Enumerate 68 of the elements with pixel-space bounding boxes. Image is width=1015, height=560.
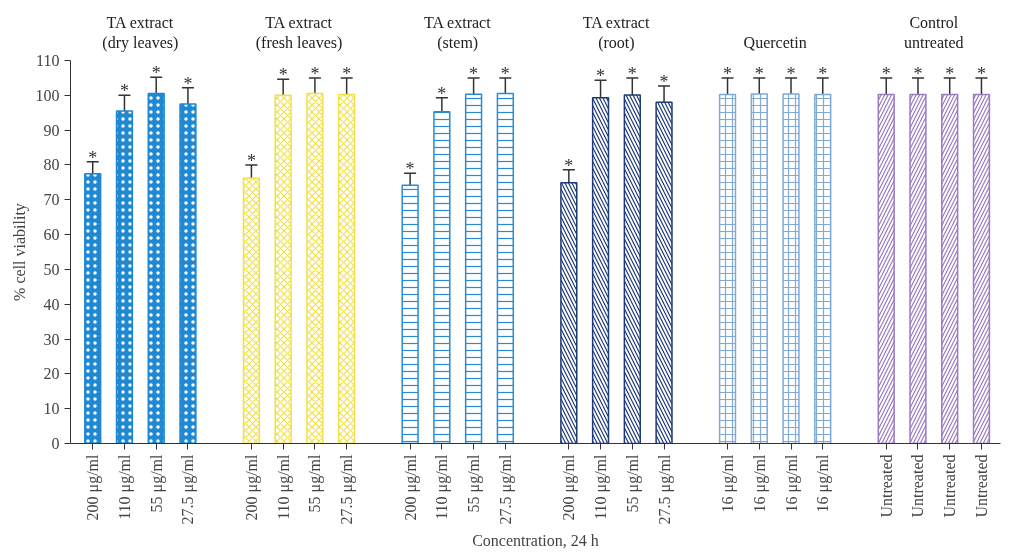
x-tick-label: 110 μg/ml (115, 453, 134, 520)
data-label: * (151, 63, 161, 84)
text: Quercetin (743, 34, 807, 52)
x-tick-label: Untreated (972, 454, 990, 518)
y-tick-label: 60 (43, 226, 60, 244)
x-tick-label: Untreated (909, 454, 927, 518)
data-label: * (88, 147, 98, 168)
x-tick-label: 200 μg/ml (560, 453, 579, 521)
data-label: * (786, 63, 796, 84)
data-label: * (754, 63, 764, 84)
text: TA extract (root) (582, 14, 650, 53)
data-label: * (405, 159, 415, 180)
y-tick-label: 90 (43, 121, 60, 139)
x-tick-label: 55 μg/ml (147, 453, 166, 513)
x-tick-label: 16 μg/ml (814, 453, 833, 513)
x-tick-label: 27.5 μg/ml (338, 453, 357, 525)
x-axis-title: Concentration, 24 h (472, 532, 599, 550)
data-label: * (659, 71, 669, 92)
x-tick-label: 16 μg/ml (719, 453, 738, 513)
data-label: * (119, 81, 129, 102)
text: TA extract (dry leaves) (102, 14, 179, 53)
x-tick-label: 16 μg/ml (782, 453, 801, 513)
y-tick-label: 80 (43, 156, 60, 174)
data-label: * (469, 63, 479, 84)
text: TA extract (stem) (423, 14, 492, 53)
x-tick-label: 55 μg/ml (465, 453, 484, 513)
x-tick-label: Untreated (877, 454, 895, 518)
data-label: * (278, 65, 288, 86)
data-label: * (945, 63, 955, 84)
data-label: * (310, 63, 320, 84)
x-tick-label: 16 μg/ml (750, 453, 769, 513)
x-tick-label: 200 μg/ml (401, 453, 420, 521)
text: TA extract (fresh leaves) (255, 14, 343, 53)
y-tick-label: 40 (43, 295, 60, 313)
x-tick-label: 27.5 μg/ml (655, 453, 674, 525)
data-label: * (818, 63, 828, 84)
x-tick-label: 110 μg/ml (274, 453, 293, 520)
data-label: * (596, 66, 606, 87)
y-tick-label: 20 (43, 365, 60, 383)
text: Control untreated (904, 14, 964, 52)
data-label: * (500, 63, 510, 84)
x-tick-label: 110 μg/ml (433, 453, 452, 520)
data-label: * (183, 73, 193, 94)
x-tick-label: 200 μg/ml (242, 453, 261, 521)
data-label: * (246, 150, 256, 171)
y-tick-label: 50 (43, 260, 60, 278)
x-tick-label: 27.5 μg/ml (179, 453, 198, 525)
y-axis-title: % cell viability (10, 203, 29, 301)
x-tick-label: 27.5 μg/ml (496, 453, 515, 525)
x-tick-label: 200 μg/ml (84, 453, 103, 521)
x-tick-label: 55 μg/ml (306, 453, 325, 513)
x-tick-label: Untreated (941, 454, 959, 518)
y-tick-label: 10 (43, 400, 60, 418)
y-tick-label: 100 (35, 86, 60, 104)
data-label: * (976, 63, 986, 84)
data-label: * (913, 63, 923, 84)
data-label: * (627, 63, 637, 84)
data-label: * (437, 83, 447, 104)
y-tick-label: 110 (36, 52, 60, 69)
y-tick-label: 30 (43, 330, 60, 348)
x-tick-label: 110 μg/ml (592, 453, 611, 520)
x-tick-label: 55 μg/ml (623, 453, 642, 513)
y-tick-label: 0 (51, 435, 60, 452)
data-label: * (342, 63, 352, 84)
data-label: * (723, 63, 733, 84)
data-label: * (564, 155, 574, 176)
data-label: * (881, 63, 891, 84)
y-tick-label: 70 (43, 191, 60, 209)
